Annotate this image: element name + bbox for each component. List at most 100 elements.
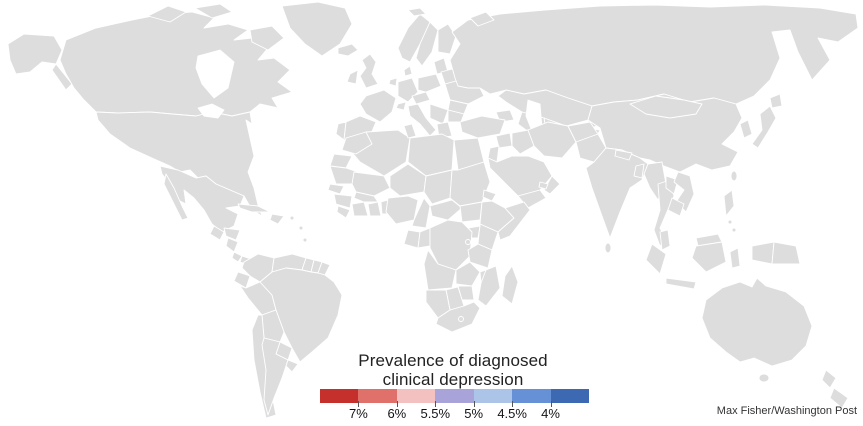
region-sri-lanka xyxy=(604,242,612,254)
region-canada-baffin xyxy=(249,25,285,51)
hudson-bay-water xyxy=(195,49,235,99)
legend-tick-label: 5.5% xyxy=(420,406,451,421)
region-caribbean-3 xyxy=(302,237,308,243)
legend-tick-labels: 7% 6% 5.5% 5% 4.5% 4% xyxy=(320,389,589,421)
region-kazakhstan xyxy=(497,89,593,127)
region-mexico-baja xyxy=(163,173,189,221)
region-mozambique xyxy=(477,265,501,307)
region-uruguay xyxy=(285,359,299,373)
region-brazil xyxy=(259,267,343,363)
region-australia xyxy=(701,277,813,367)
region-russia-novaya-zemlya xyxy=(469,11,495,27)
region-south-africa xyxy=(435,301,481,333)
region-central-african-republic xyxy=(429,199,463,221)
region-tunisia xyxy=(403,123,417,139)
legend-tick xyxy=(473,401,475,407)
region-sudan xyxy=(449,161,491,207)
region-madagascar xyxy=(501,265,519,305)
region-korea xyxy=(739,119,753,139)
region-netherlands xyxy=(388,77,398,87)
region-finland xyxy=(437,23,457,55)
region-india xyxy=(585,147,649,239)
region-guinea xyxy=(333,193,353,209)
region-svalbard xyxy=(407,7,427,17)
region-south-sudan xyxy=(459,201,483,223)
region-ireland xyxy=(346,69,359,85)
region-switzerland xyxy=(395,101,407,111)
legend-tick xyxy=(512,401,514,407)
region-senegal xyxy=(327,183,345,195)
region-costa-rica xyxy=(231,251,243,263)
region-indonesia-java xyxy=(665,277,697,290)
region-rwanda-burundi xyxy=(465,239,471,245)
region-papua-new-guinea xyxy=(771,241,801,265)
region-uae xyxy=(538,181,549,190)
region-nepal xyxy=(614,149,633,161)
legend-tick-label: 6% xyxy=(387,406,407,421)
legend-tick xyxy=(358,401,360,407)
region-taiwan xyxy=(730,170,738,182)
legend-color-swatch xyxy=(320,389,359,403)
region-usa-alaska-panhandle xyxy=(51,63,73,91)
legend-color-swatch xyxy=(358,389,397,403)
region-new-zealand-north xyxy=(821,369,837,389)
region-sweden xyxy=(415,21,439,67)
region-mexico xyxy=(159,165,245,233)
region-iceland xyxy=(337,43,359,57)
region-guatemala xyxy=(209,225,225,241)
region-malaysia-peninsula xyxy=(659,229,671,251)
region-austria-czech xyxy=(411,91,431,105)
chart-title: Prevalence of diagnosed clinical depress… xyxy=(318,351,588,389)
region-indonesia-papua xyxy=(751,241,775,265)
region-france xyxy=(359,89,397,123)
region-indonesia-sumatra xyxy=(645,243,667,275)
region-canada-arctic-1 xyxy=(147,5,187,23)
region-philippines-island-2 xyxy=(731,227,737,233)
region-angola xyxy=(423,249,457,291)
region-iran xyxy=(527,121,577,159)
region-nigeria xyxy=(385,195,419,225)
legend-tick-label: 4% xyxy=(541,406,560,421)
legend-color-swatch xyxy=(396,389,436,403)
region-indonesia-borneo xyxy=(691,241,727,273)
region-caribbean-1 xyxy=(289,215,295,221)
region-chad xyxy=(423,169,453,205)
legend-color-swatch xyxy=(435,389,474,403)
great-lakes-water xyxy=(197,103,225,119)
region-gabon xyxy=(403,229,421,249)
region-turkey xyxy=(459,115,506,139)
region-caribbean-2 xyxy=(298,225,304,231)
legend-tick xyxy=(435,401,437,407)
region-lesotho xyxy=(458,316,464,322)
region-ivory-coast xyxy=(351,201,369,217)
region-sierra-leone-liberia xyxy=(336,205,351,219)
legend-tick-label: 4.5% xyxy=(497,406,527,421)
region-burkina-faso xyxy=(353,191,379,203)
region-uk xyxy=(359,53,379,89)
region-japan-honshu xyxy=(751,105,777,149)
chart-title-line-1: Prevalence of diagnosed xyxy=(358,351,548,370)
region-australia-tasmania xyxy=(758,373,770,383)
region-bangladesh xyxy=(633,163,645,179)
region-denmark xyxy=(403,65,413,77)
chart-title-line-2: clinical depression xyxy=(382,370,524,389)
region-philippines-island-1 xyxy=(727,219,733,225)
region-iraq xyxy=(511,129,535,155)
region-new-zealand-south xyxy=(829,387,849,409)
legend-tick xyxy=(396,401,398,407)
region-canada xyxy=(59,11,293,117)
legend-color-swatch xyxy=(512,389,551,403)
region-ghana xyxy=(367,201,382,217)
attribution-credit: Max Fisher/Washington Post xyxy=(716,405,857,417)
region-usa-alaska xyxy=(7,33,63,75)
region-morocco xyxy=(341,131,373,155)
region-eritrea xyxy=(482,189,497,202)
region-balkans xyxy=(429,103,449,125)
region-indonesia-sulawesi xyxy=(729,247,741,269)
region-greenland xyxy=(281,1,353,57)
region-zambia xyxy=(455,261,481,287)
region-poland xyxy=(417,73,442,93)
region-tanzania xyxy=(467,243,493,269)
region-ecuador xyxy=(233,271,251,289)
